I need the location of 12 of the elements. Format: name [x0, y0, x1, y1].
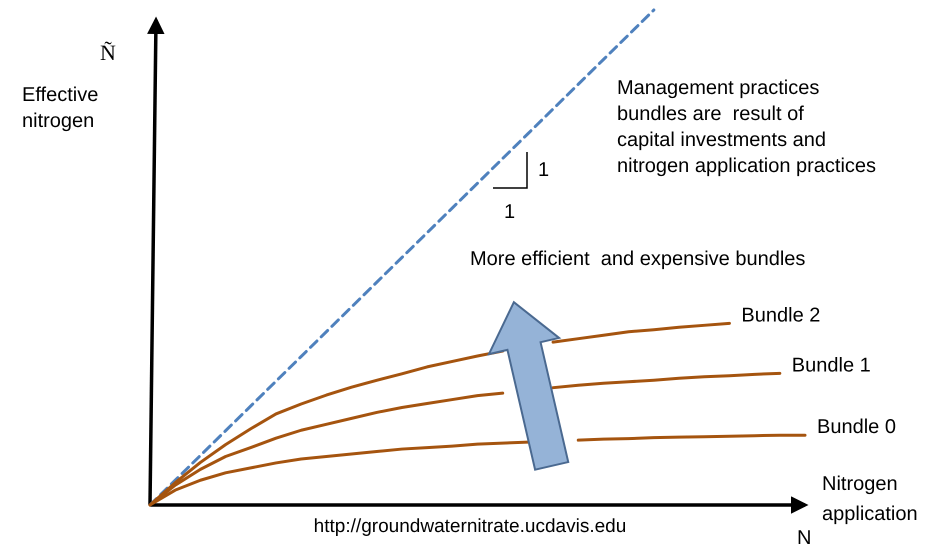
text: Ñ [100, 40, 116, 65]
series-label: Bundle 0 [817, 416, 896, 438]
text: http://groundwaternitrate.ucdavis.edu [314, 516, 626, 537]
series-label: Bundle 2 [741, 304, 820, 326]
text: N [797, 527, 812, 546]
x-axis-title: Nitrogen application [822, 473, 918, 525]
annotation: More efficient and expensive bundles [470, 248, 806, 270]
annotation: Management practices bundles are result of capital investments and nitrogen application practices [617, 77, 876, 177]
series-label: Bundle 1 [792, 354, 871, 376]
y-axis-title: Effective nitrogen [22, 84, 98, 132]
annotation: 1 [538, 159, 550, 181]
annotation: 1 [504, 201, 516, 223]
